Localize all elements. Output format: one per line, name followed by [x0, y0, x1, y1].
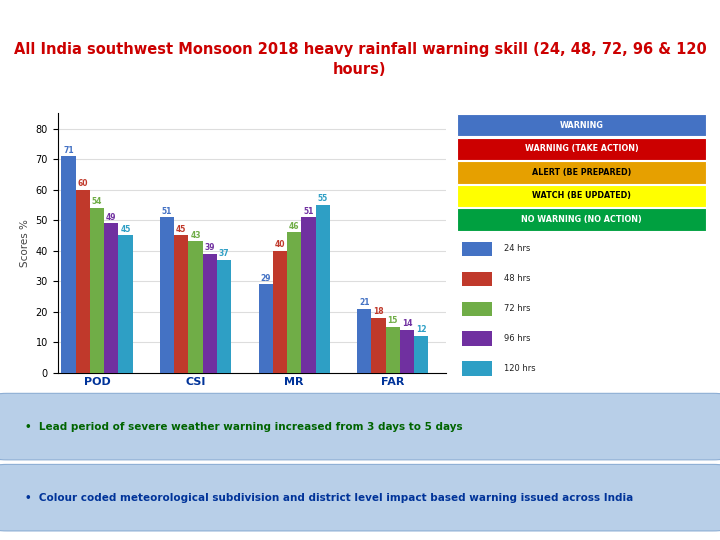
Text: 46: 46 — [289, 222, 300, 231]
Text: 29: 29 — [261, 274, 271, 282]
FancyBboxPatch shape — [457, 185, 706, 207]
Text: 49: 49 — [106, 213, 117, 221]
Text: 48 hrs: 48 hrs — [505, 274, 531, 284]
Bar — [462, 332, 492, 346]
Text: 24 hrs: 24 hrs — [505, 245, 531, 253]
Bar — [160, 217, 174, 373]
Text: 40: 40 — [274, 240, 285, 249]
Bar — [174, 235, 189, 373]
Text: 15: 15 — [387, 316, 398, 325]
Text: 43: 43 — [190, 231, 201, 240]
Text: 39: 39 — [204, 243, 215, 252]
Text: 12: 12 — [416, 326, 426, 334]
Bar — [217, 260, 231, 373]
Bar — [462, 272, 492, 286]
Bar — [357, 308, 372, 373]
Bar — [315, 205, 330, 373]
Bar — [386, 327, 400, 373]
Text: •  Colour coded meteorological subdivision and district level impact based warni: • Colour coded meteorological subdivisio… — [25, 492, 634, 503]
Text: 37: 37 — [219, 249, 230, 258]
Bar — [189, 241, 203, 373]
FancyBboxPatch shape — [0, 464, 720, 531]
Text: 71: 71 — [63, 146, 74, 154]
FancyBboxPatch shape — [0, 393, 720, 460]
Text: 51: 51 — [303, 207, 314, 215]
Bar — [372, 318, 386, 373]
Bar — [203, 254, 217, 373]
Text: WARNING: WARNING — [559, 121, 603, 130]
Bar — [301, 217, 315, 373]
FancyBboxPatch shape — [457, 161, 706, 184]
Text: ALERT (BE PREPARED): ALERT (BE PREPARED) — [531, 168, 631, 177]
Text: 45: 45 — [176, 225, 186, 234]
Bar — [273, 251, 287, 373]
FancyBboxPatch shape — [457, 208, 706, 231]
Text: 14: 14 — [402, 319, 413, 328]
Bar — [462, 361, 492, 376]
Text: 120 hrs: 120 hrs — [505, 364, 536, 373]
Text: WATCH (BE UPDATED): WATCH (BE UPDATED) — [532, 192, 631, 200]
Bar — [104, 223, 118, 373]
Text: 72 hrs: 72 hrs — [505, 304, 531, 313]
Bar — [287, 232, 301, 373]
Bar — [61, 156, 76, 373]
Bar — [462, 301, 492, 316]
Bar — [400, 330, 414, 373]
Text: WARNING (TAKE ACTION): WARNING (TAKE ACTION) — [525, 144, 638, 153]
Text: NO WARNING (NO ACTION): NO WARNING (NO ACTION) — [521, 215, 642, 224]
Bar — [90, 208, 104, 373]
Bar — [76, 190, 90, 373]
Text: 51: 51 — [162, 207, 172, 215]
Bar — [462, 242, 492, 256]
Text: 18: 18 — [373, 307, 384, 316]
Text: 45: 45 — [120, 225, 131, 234]
Text: 55: 55 — [318, 194, 328, 204]
Bar — [258, 284, 273, 373]
Text: 96 hrs: 96 hrs — [505, 334, 531, 343]
Y-axis label: Scores %: Scores % — [20, 219, 30, 267]
FancyBboxPatch shape — [457, 114, 706, 137]
FancyBboxPatch shape — [457, 138, 706, 160]
Text: 54: 54 — [92, 198, 102, 206]
Text: 60: 60 — [78, 179, 88, 188]
Bar — [414, 336, 428, 373]
Bar — [118, 235, 132, 373]
Text: •  Lead period of severe weather warning increased from 3 days to 5 days: • Lead period of severe weather warning … — [25, 422, 463, 431]
Text: All India southwest Monsoon 2018 heavy rainfall warning skill (24, 48, 72, 96 & : All India southwest Monsoon 2018 heavy r… — [14, 42, 706, 77]
Text: 21: 21 — [359, 298, 369, 307]
